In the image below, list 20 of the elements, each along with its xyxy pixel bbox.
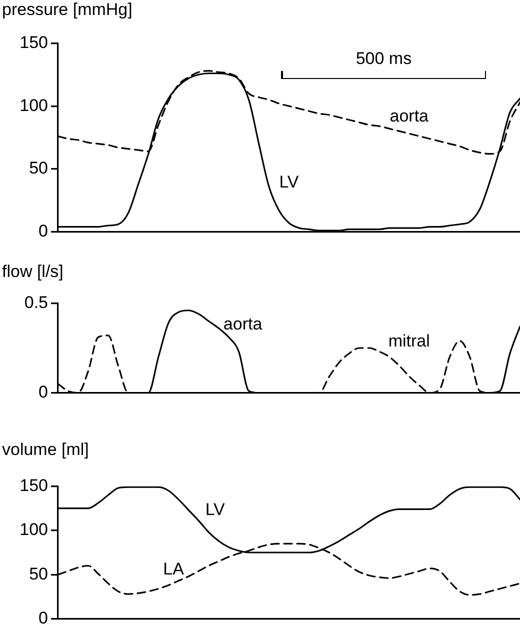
y-tick-label: 0 [38, 221, 48, 240]
y-tick-label: 0 [38, 608, 48, 628]
series-label: mitral [388, 331, 430, 350]
y-tick-label: 150 [20, 476, 48, 495]
series-label: LV [205, 500, 226, 519]
y-tick-label: 50 [29, 158, 48, 178]
y-axis-title: flow [l/s] [2, 262, 64, 282]
annotation: 500 ms [356, 49, 412, 70]
series-label: LA [163, 559, 185, 578]
y-tick-label: 150 [20, 32, 48, 52]
series-label: aorta [390, 106, 430, 126]
series-label: aorta [223, 314, 263, 334]
y-tick-label: 100 [20, 96, 48, 115]
y-tick-label: 0 [38, 382, 48, 402]
y-tick-label: 0.5 [24, 292, 48, 312]
series-label: LV [279, 172, 300, 192]
y-axis-title: pressure [mmHg] [2, 0, 132, 20]
y-tick-label: 100 [20, 520, 48, 540]
y-tick-label: 50 [29, 564, 48, 584]
y-axis-title: volume [ml] [2, 440, 89, 460]
